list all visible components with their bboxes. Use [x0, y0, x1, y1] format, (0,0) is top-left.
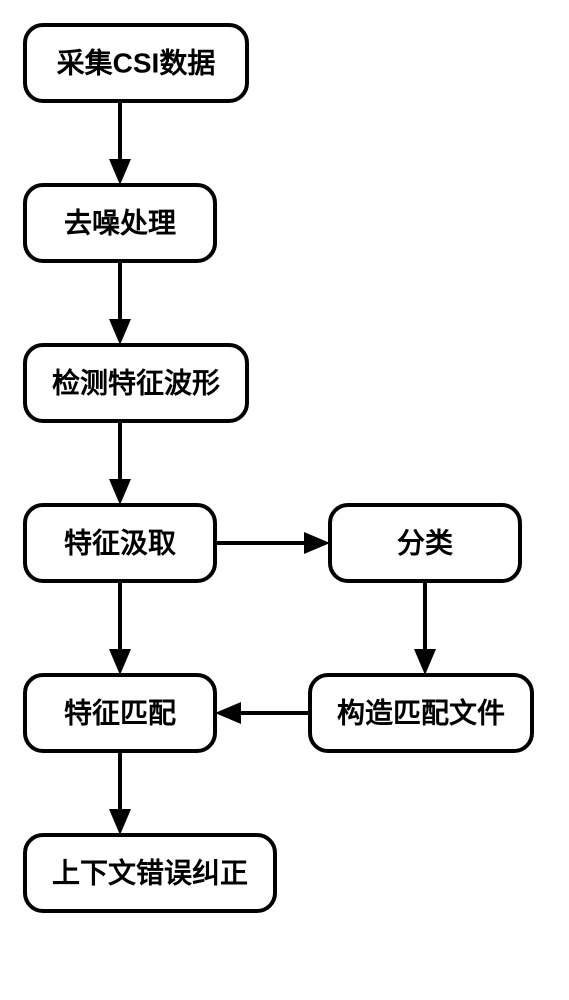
arrowhead	[109, 809, 131, 835]
flow-node: 采集CSI数据	[25, 25, 247, 101]
flow-node-label: 特征匹配	[64, 697, 176, 728]
flowchart-canvas: 采集CSI数据去噪处理检测特征波形特征汲取 分类特征匹配 构造匹配文件上下文错误纠正	[0, 0, 569, 1000]
arrowhead	[414, 649, 436, 675]
flow-node-label: 采集CSI数据	[57, 47, 216, 78]
arrowhead	[109, 649, 131, 675]
flow-node: 特征汲取	[25, 505, 215, 581]
flow-node: 去噪处理	[25, 185, 215, 261]
flow-node: 构造匹配文件	[310, 675, 532, 751]
flow-node-label: 构造匹配文件	[337, 696, 505, 728]
arrowhead	[304, 532, 330, 554]
arrowhead	[109, 319, 131, 345]
flow-node: 分类	[330, 505, 520, 581]
flow-node-label: 去噪处理	[64, 207, 176, 238]
flow-node-label: 检测特征波形	[52, 366, 220, 398]
arrowhead	[109, 479, 131, 505]
flow-node: 检测特征波形	[25, 345, 247, 421]
flow-node-label: 分类	[397, 527, 453, 558]
flow-node-label: 上下文错误纠正	[52, 856, 248, 888]
flow-node: 上下文错误纠正	[25, 835, 275, 911]
arrowhead	[215, 702, 241, 724]
flow-node-label: 特征汲取	[64, 527, 176, 558]
arrowhead	[109, 159, 131, 185]
flow-node: 特征匹配	[25, 675, 215, 751]
